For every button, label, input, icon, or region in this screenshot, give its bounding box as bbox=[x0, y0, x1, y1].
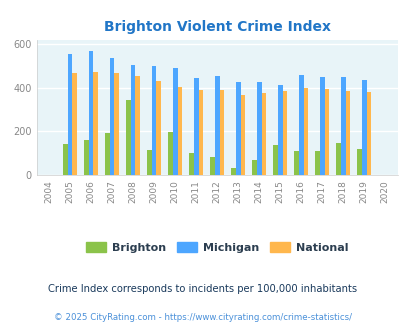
Bar bbox=[324, 89, 328, 175]
Bar bbox=[235, 82, 240, 175]
Bar bbox=[361, 80, 366, 175]
Bar bbox=[198, 90, 202, 175]
Bar bbox=[147, 150, 151, 175]
Bar bbox=[194, 79, 198, 175]
Bar bbox=[256, 82, 261, 175]
Bar bbox=[156, 82, 161, 175]
Bar bbox=[219, 90, 224, 175]
Bar bbox=[151, 66, 156, 175]
Bar bbox=[173, 68, 177, 175]
Bar bbox=[340, 77, 345, 175]
Title: Brighton Violent Crime Index: Brighton Violent Crime Index bbox=[103, 20, 330, 34]
Bar bbox=[319, 77, 324, 175]
Text: Crime Index corresponds to incidents per 100,000 inhabitants: Crime Index corresponds to incidents per… bbox=[48, 284, 357, 294]
Bar bbox=[105, 133, 110, 175]
Bar bbox=[356, 149, 361, 175]
Bar bbox=[210, 157, 214, 175]
Legend: Brighton, Michigan, National: Brighton, Michigan, National bbox=[82, 237, 352, 257]
Text: © 2025 CityRating.com - https://www.cityrating.com/crime-statistics/: © 2025 CityRating.com - https://www.city… bbox=[54, 313, 351, 322]
Bar bbox=[273, 146, 277, 175]
Bar bbox=[63, 144, 68, 175]
Bar bbox=[93, 72, 98, 175]
Bar bbox=[177, 87, 182, 175]
Bar bbox=[89, 51, 93, 175]
Bar bbox=[303, 88, 307, 175]
Bar bbox=[366, 92, 370, 175]
Bar bbox=[135, 76, 140, 175]
Bar bbox=[189, 153, 194, 175]
Bar bbox=[231, 168, 235, 175]
Bar bbox=[240, 95, 245, 175]
Bar bbox=[130, 65, 135, 175]
Bar bbox=[315, 151, 319, 175]
Bar bbox=[168, 132, 173, 175]
Bar bbox=[214, 76, 219, 175]
Bar bbox=[126, 100, 130, 175]
Bar bbox=[114, 73, 119, 175]
Bar bbox=[294, 151, 298, 175]
Bar bbox=[261, 93, 266, 175]
Bar bbox=[298, 75, 303, 175]
Bar bbox=[252, 160, 256, 175]
Bar bbox=[68, 54, 72, 175]
Bar bbox=[282, 91, 286, 175]
Bar bbox=[72, 73, 77, 175]
Bar bbox=[335, 143, 340, 175]
Bar bbox=[84, 140, 89, 175]
Bar bbox=[345, 91, 350, 175]
Bar bbox=[277, 85, 282, 175]
Bar bbox=[110, 58, 114, 175]
